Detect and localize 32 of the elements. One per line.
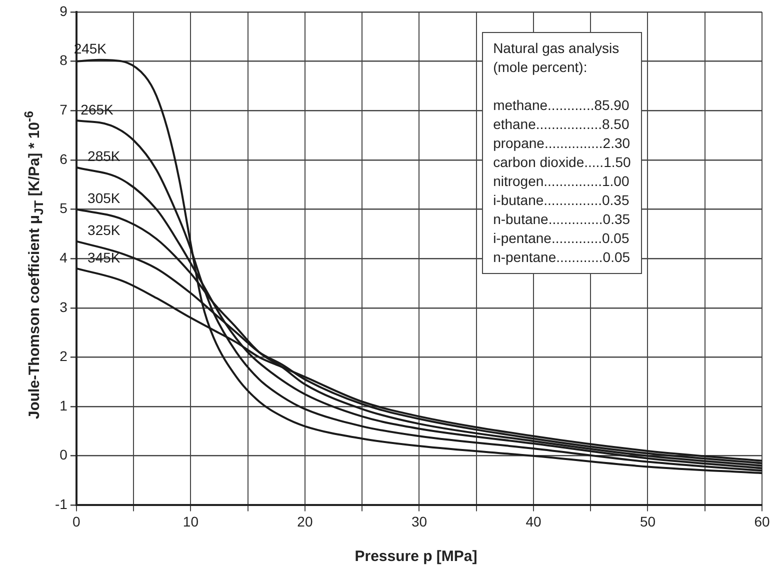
x-tick-label: 0 xyxy=(72,513,81,530)
y-tick-label: 8 xyxy=(60,52,68,68)
annotation: carbon dioxide.....1.50 xyxy=(493,152,631,172)
annotation: (mole percent): xyxy=(493,58,588,77)
y-tick-label: 0 xyxy=(60,446,68,463)
annotation: propane...............2.30 xyxy=(493,134,631,153)
y-tick-label: 9 xyxy=(60,2,68,19)
x-axis-title: Pressure p [MPa] xyxy=(354,548,478,565)
x-tick-label: 20 xyxy=(297,513,313,530)
y-tick-label: 7 xyxy=(60,102,68,118)
x-tick-label: 50 xyxy=(640,513,656,530)
y-tick-label: 2 xyxy=(60,348,68,364)
annotation: i-butane...............0.35 xyxy=(493,190,630,210)
x-tick-label: 60 xyxy=(754,513,770,530)
x-tick-label: 40 xyxy=(526,513,542,530)
x-tick-label: 10 xyxy=(182,513,199,530)
annotation: Natural gas analysis xyxy=(493,38,620,58)
annotation: ethane.................8.50 xyxy=(493,114,630,134)
series-label: 325K xyxy=(88,222,121,238)
annotation: n-pentane............0.05 xyxy=(493,248,631,267)
y-tick-label: 4 xyxy=(60,249,68,266)
y-tick-label: 1 xyxy=(60,397,68,414)
x-tick-label: 30 xyxy=(411,513,428,530)
annotation: methane............85.90 xyxy=(493,96,630,115)
y-tick-label: 3 xyxy=(60,298,68,315)
annotation: i-pentane.............0.05 xyxy=(493,228,630,248)
annotation: n-butane..............0.35 xyxy=(493,210,631,229)
y-tick-label: -1 xyxy=(54,496,68,512)
annotation: nitrogen...............1.00 xyxy=(493,172,630,191)
y-tick-label: 5 xyxy=(60,200,68,216)
y-tick-label: 6 xyxy=(60,150,68,167)
series-label: 305K xyxy=(88,190,121,206)
